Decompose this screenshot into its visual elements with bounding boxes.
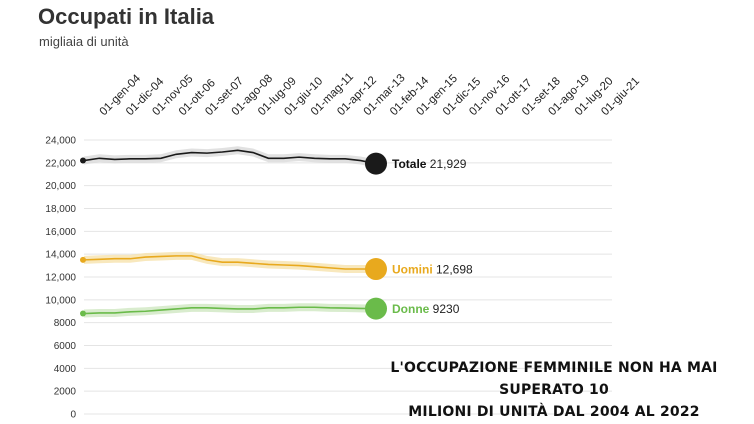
y-tick-label: 12,000	[45, 273, 76, 284]
series-end-point	[365, 152, 387, 175]
y-tick-label: 24,000	[45, 136, 76, 147]
y-tick-label: 4000	[54, 364, 77, 375]
series-start-point	[80, 157, 86, 164]
series-name: Donne	[392, 302, 433, 316]
y-tick-label: 14,000	[45, 250, 76, 261]
series-end-label: Totale 21,929	[392, 157, 467, 171]
series-start-point	[80, 310, 86, 317]
y-tick-label: 20,000	[45, 181, 76, 192]
series-band	[84, 303, 376, 318]
series-line	[83, 255, 377, 270]
annotation-line-1: L'occupazione femminile non ha mai super…	[390, 360, 718, 398]
chart-subtitle: migliaia di unità	[39, 34, 129, 49]
series-end-value: 21,929	[430, 157, 467, 171]
series-end-label: Donne 9230	[392, 302, 460, 316]
y-tick-label: 6000	[54, 341, 77, 352]
y-tick-label: 0	[70, 410, 76, 421]
y-tick-label: 8000	[54, 318, 77, 329]
series-end-point	[365, 297, 387, 320]
series-name: Uomini	[392, 263, 436, 277]
y-tick-label: 2000	[54, 387, 77, 398]
y-tick-label: 10,000	[45, 295, 76, 306]
series-line	[83, 306, 377, 315]
series-name: Totale	[392, 157, 430, 171]
series-end-value: 12,698	[436, 263, 473, 277]
y-tick-label: 16,000	[45, 227, 76, 238]
annotation-line-2: milioni di unità dal 2004 al 2022	[408, 404, 700, 420]
series-end-value: 9230	[433, 302, 460, 316]
series-end-label: Uomini 12,698	[392, 263, 473, 277]
series-end-point	[365, 258, 387, 281]
annotation-text: L'occupazione femminile non ha mai super…	[384, 357, 724, 423]
y-tick-label: 18,000	[45, 204, 76, 215]
series-line	[83, 149, 377, 165]
y-tick-label: 22,000	[45, 158, 76, 169]
series-band	[84, 146, 376, 168]
chart-title: Occupati in Italia	[38, 4, 215, 29]
series-start-point	[80, 256, 86, 263]
